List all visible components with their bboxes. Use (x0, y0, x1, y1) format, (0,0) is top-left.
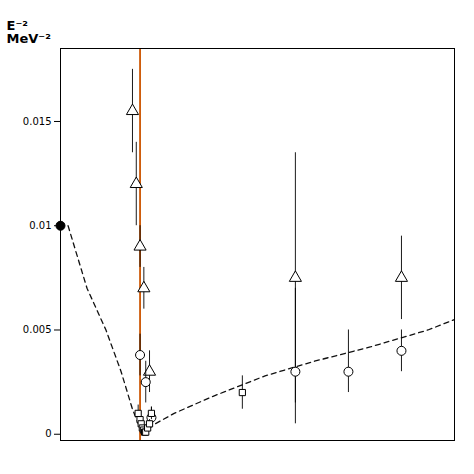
svg-text:0: 0 (45, 428, 51, 439)
svg-text:0.005: 0.005 (23, 324, 52, 335)
svg-text:0.015: 0.015 (23, 116, 52, 127)
svg-text:0.01: 0.01 (29, 220, 51, 231)
svg-text:E⁻²MeV⁻²: E⁻²MeV⁻² (7, 18, 51, 46)
